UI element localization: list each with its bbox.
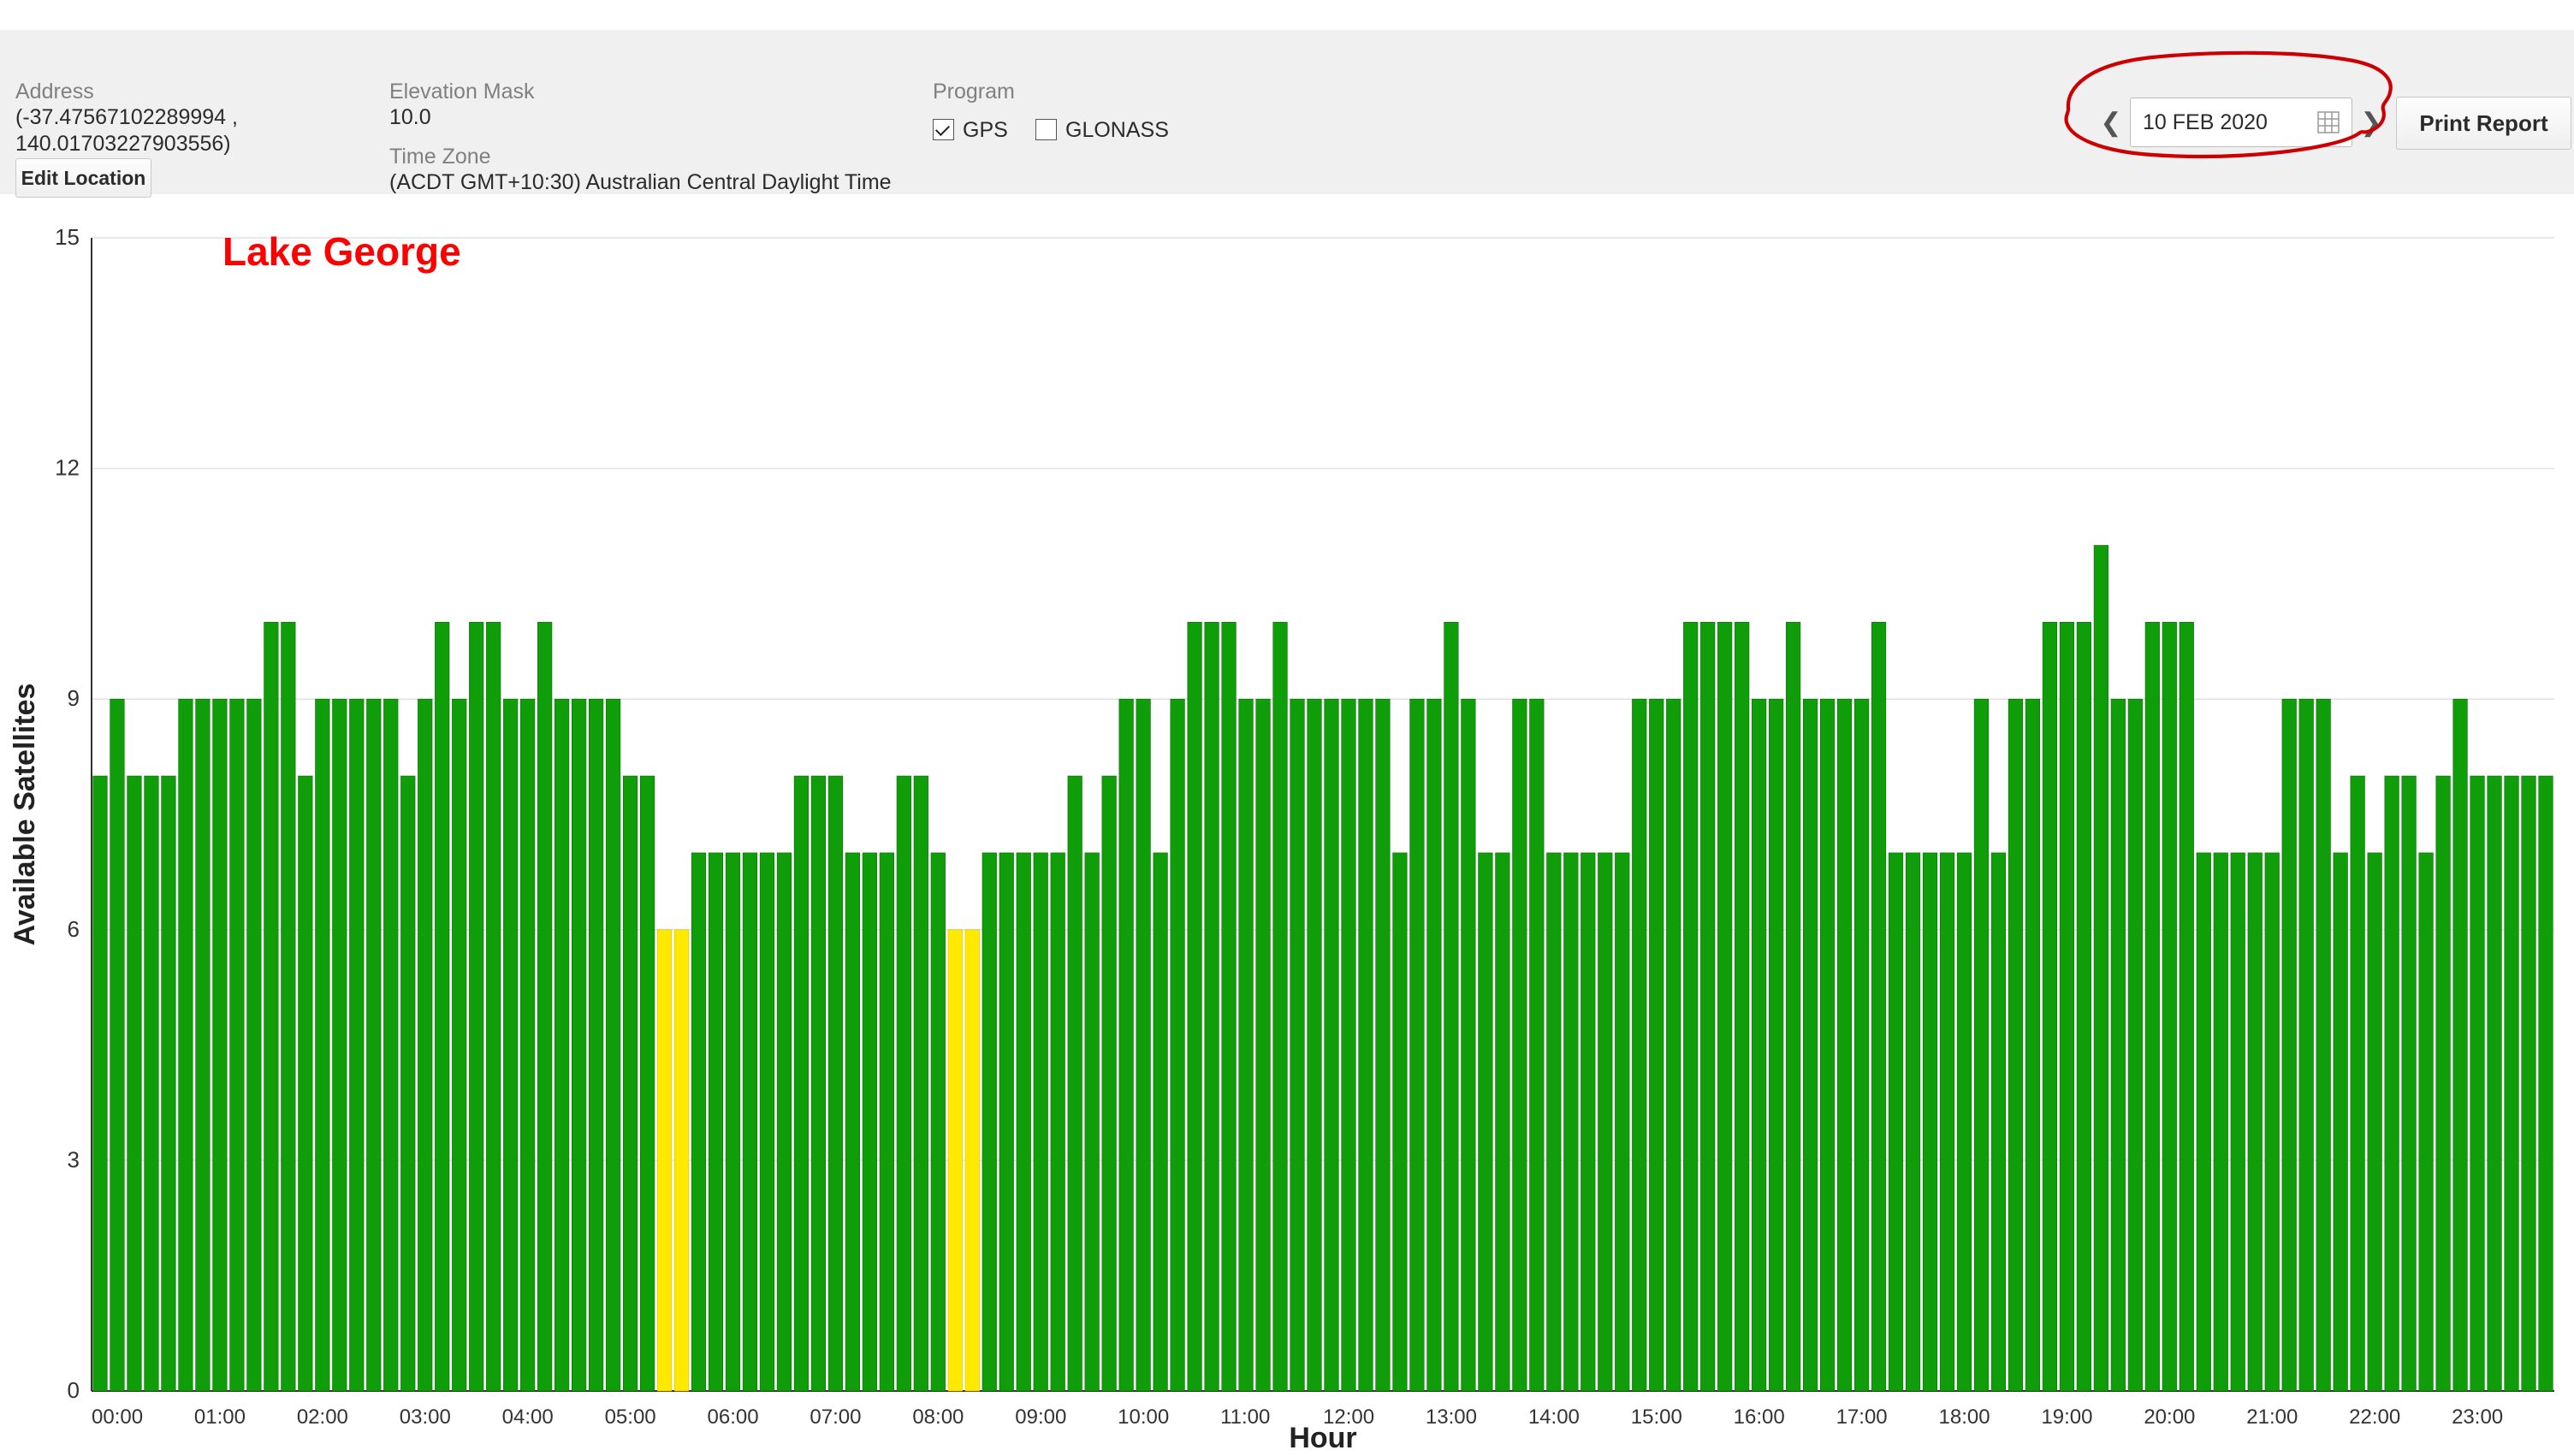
svg-text:01:00: 01:00 — [194, 1406, 246, 1429]
svg-text:14:00: 14:00 — [1528, 1406, 1580, 1429]
svg-text:Available Satellites: Available Satellites — [9, 684, 41, 946]
svg-text:9: 9 — [68, 685, 80, 711]
svg-text:3: 3 — [68, 1146, 80, 1172]
svg-text:04:00: 04:00 — [502, 1406, 554, 1429]
svg-text:10:00: 10:00 — [1118, 1406, 1169, 1429]
svg-text:Lake George: Lake George — [222, 229, 461, 274]
svg-text:11:00: 11:00 — [1220, 1406, 1270, 1429]
svg-text:12: 12 — [55, 455, 80, 481]
svg-text:00:00: 00:00 — [92, 1406, 143, 1429]
svg-text:21:00: 21:00 — [2246, 1406, 2298, 1429]
svg-text:18:00: 18:00 — [1939, 1406, 1990, 1429]
svg-text:6: 6 — [68, 916, 80, 942]
svg-text:16:00: 16:00 — [1734, 1406, 1785, 1429]
svg-text:22:00: 22:00 — [2349, 1406, 2400, 1429]
svg-text:15:00: 15:00 — [1631, 1406, 1682, 1429]
svg-text:Hour: Hour — [1289, 1422, 1356, 1454]
svg-text:05:00: 05:00 — [605, 1406, 656, 1429]
svg-text:19:00: 19:00 — [2041, 1406, 2092, 1429]
svg-text:20:00: 20:00 — [2144, 1406, 2195, 1429]
svg-text:07:00: 07:00 — [810, 1406, 861, 1429]
svg-text:0: 0 — [68, 1377, 80, 1403]
svg-text:03:00: 03:00 — [400, 1406, 451, 1429]
svg-text:02:00: 02:00 — [297, 1406, 348, 1429]
svg-text:17:00: 17:00 — [1836, 1406, 1888, 1429]
svg-text:23:00: 23:00 — [2452, 1406, 2503, 1429]
svg-text:08:00: 08:00 — [912, 1406, 964, 1429]
svg-text:09:00: 09:00 — [1015, 1406, 1066, 1429]
svg-text:13:00: 13:00 — [1426, 1406, 1477, 1429]
svg-text:06:00: 06:00 — [708, 1406, 759, 1429]
svg-text:15: 15 — [55, 224, 80, 250]
